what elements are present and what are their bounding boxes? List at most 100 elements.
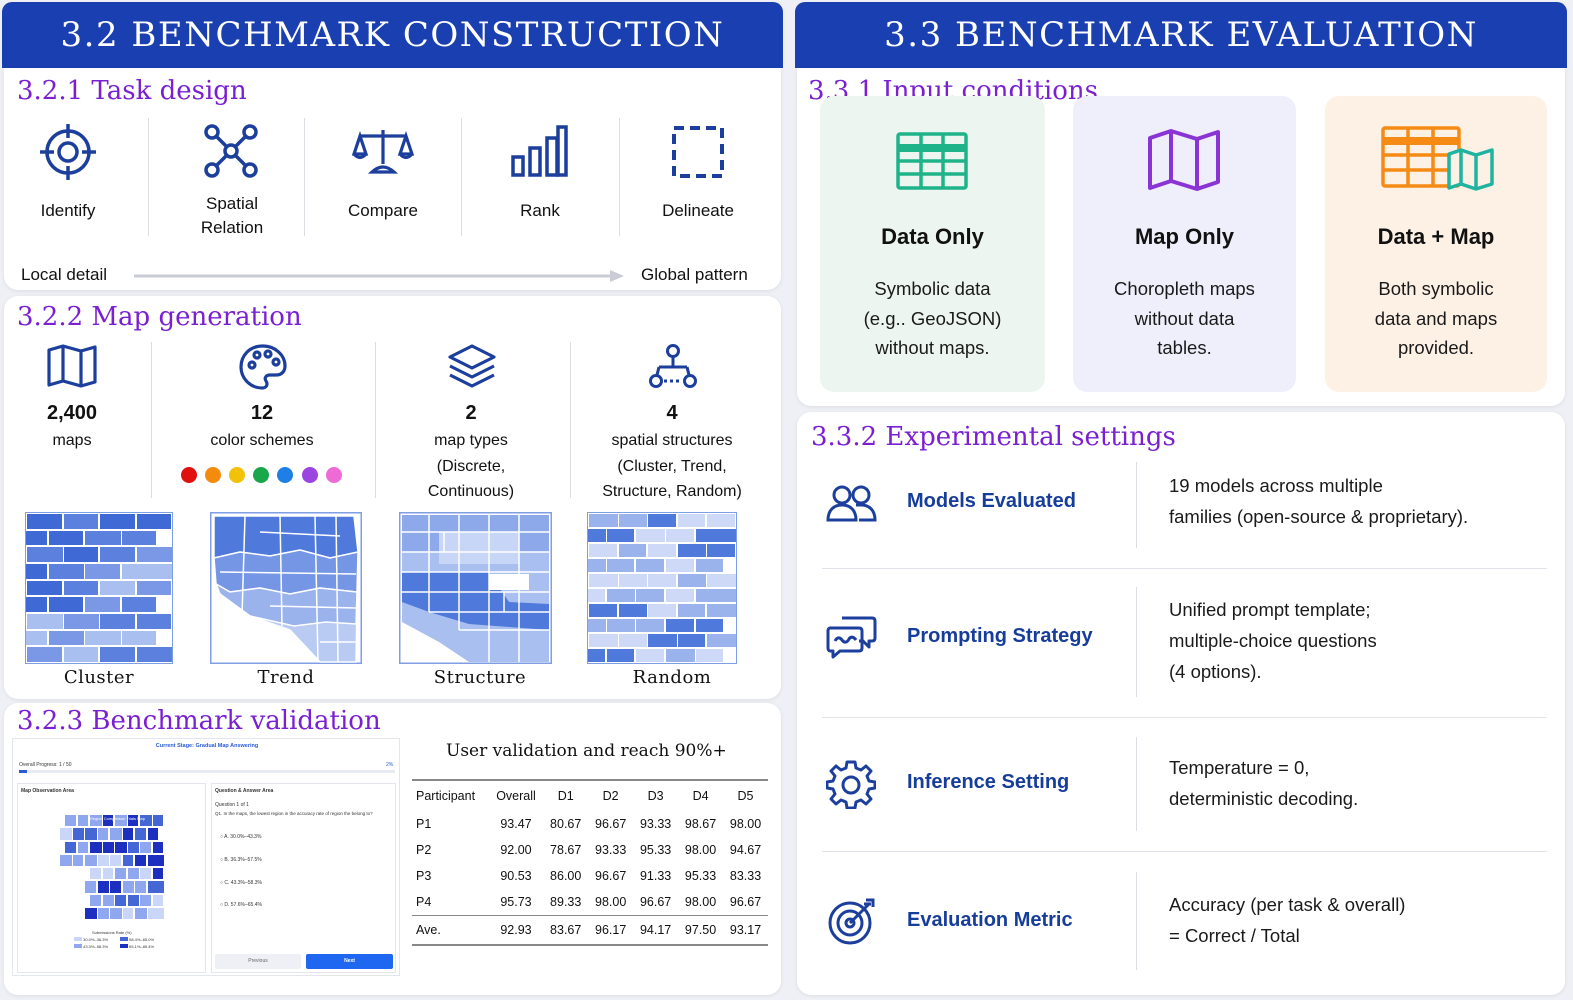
map-tile — [121, 906, 134, 920]
divider — [461, 118, 462, 236]
setting-name-inference: Inference Setting — [907, 771, 1070, 793]
mock-qa-panel: Question & Answer Area Question 1 of 1 Q… — [211, 783, 396, 973]
col-d5: D5 — [737, 789, 754, 803]
map-tile — [139, 867, 152, 881]
stat-label-map-types-1: map types — [434, 432, 508, 449]
stat-label-map-types-2: (Discrete, — [436, 458, 506, 475]
validation-title: 3.2.3 Benchmark validation — [17, 706, 381, 736]
mock-option-a[interactable]: ○ A. 30.0%–43.3% — [220, 834, 262, 840]
col-d2: D2 — [602, 789, 619, 803]
swatch-blue — [277, 467, 293, 483]
divider — [304, 118, 305, 236]
participant-cell: P4 — [416, 894, 432, 909]
map-tile — [84, 880, 97, 894]
score-cell: 89.33 — [550, 894, 582, 909]
score-cell: 91.33 — [639, 869, 672, 883]
mock-prev-button[interactable]: Previous — [215, 954, 301, 969]
swatch-yellow — [229, 467, 245, 483]
map-tile — [26, 513, 63, 530]
table-row: P3 90.53 86.00 96.67 91.33 95.33 83.33 — [412, 863, 768, 889]
gear-icon — [826, 760, 876, 809]
map-tile — [109, 853, 122, 867]
table-average-row: Ave. 92.93 83.67 96.17 94.17 97.50 93.17 — [412, 914, 768, 946]
map-tile — [135, 513, 172, 530]
input-name-data-only: Data Only — [881, 224, 984, 249]
map-tile — [99, 646, 136, 663]
map-tile — [47, 529, 85, 547]
map-tile — [605, 528, 636, 543]
stat-value-spatial-structures: 4 — [666, 402, 678, 424]
target-icon — [828, 898, 875, 945]
validation-table: Participant Overall D1 D2 D3 D4 D5 P1 93.… — [412, 781, 768, 946]
score-cell: 98.00 — [595, 894, 627, 909]
mock-qa-area-label: Question & Answer Area — [215, 788, 274, 794]
example-caption-trend: Trend — [257, 667, 315, 688]
map-tile — [71, 853, 84, 867]
map-tile — [64, 840, 77, 854]
map-tile — [588, 543, 618, 558]
col-participant: Participant — [416, 789, 476, 803]
map-tile — [120, 529, 158, 547]
map-tile — [62, 646, 99, 663]
map-tile — [676, 603, 707, 618]
map-tile — [694, 648, 725, 663]
map-tile — [146, 853, 166, 867]
map-tile — [664, 618, 695, 633]
map-tile — [647, 513, 677, 528]
score-cell: 95.33 — [684, 869, 717, 883]
map-tile — [26, 579, 63, 597]
average-label-cell: Ave. — [412, 914, 489, 946]
map-tile — [99, 513, 136, 530]
table-top-rule — [412, 779, 768, 781]
experimental-card — [797, 412, 1565, 995]
example-map-trend — [210, 512, 362, 664]
score-cell: 86.00 — [550, 869, 582, 883]
map-tile — [694, 528, 736, 543]
map-tile — [59, 906, 72, 920]
map-tile — [151, 867, 164, 881]
map-tile — [676, 513, 707, 528]
map-tile — [120, 629, 158, 647]
participant-cell: P1 — [416, 817, 432, 831]
map-tile — [62, 513, 99, 530]
map-tile — [134, 853, 147, 867]
map-tile — [134, 880, 147, 894]
swatch-orange — [205, 467, 221, 483]
col-d3: D3 — [647, 789, 664, 803]
map-tile — [120, 563, 172, 580]
score-cell: 93.47 — [500, 817, 532, 831]
score-cell: 96.67 — [595, 869, 627, 883]
score-cell: 98.67 — [684, 817, 717, 831]
mock-option-d[interactable]: ○ D. 57.6%–65.4% — [220, 902, 262, 908]
task-design-card — [4, 68, 781, 290]
map-tile — [605, 558, 636, 573]
map-tile — [146, 880, 166, 894]
col-d1: D1 — [557, 789, 574, 803]
map-tile — [146, 827, 159, 841]
mock-next-button[interactable]: Next — [306, 954, 393, 969]
average-cell: 96.17 — [588, 914, 634, 946]
score-cell: 78.67 — [550, 843, 582, 857]
map-tile — [26, 529, 48, 547]
map-tile — [605, 648, 636, 663]
map-tile — [62, 579, 99, 597]
stat-label-structures-3: Structure, Random) — [602, 483, 742, 500]
task-label-spatial-relation: Spatial Relation — [200, 194, 264, 237]
swatch-red — [181, 467, 197, 483]
map-tile — [664, 588, 695, 603]
map-tile — [151, 840, 164, 854]
network-icon — [204, 124, 258, 178]
map-tile — [114, 893, 127, 907]
participant-cell: P2 — [416, 843, 432, 857]
mock-legend-1: 30.0%–36.3% — [74, 937, 108, 942]
bar-chart-icon — [511, 125, 568, 177]
setting-name-metric: Evaluation Metric — [907, 909, 1073, 931]
map-tile — [635, 588, 665, 603]
divider — [1136, 587, 1137, 697]
map-tile — [139, 893, 152, 907]
mock-option-b[interactable]: ○ B. 36.3%–57.5% — [220, 857, 262, 863]
task-label-rank: Rank — [520, 201, 560, 220]
table-icon — [896, 132, 968, 190]
mock-option-c[interactable]: ○ C. 43.3%–58.3% — [220, 880, 262, 886]
map-tile — [588, 603, 618, 618]
